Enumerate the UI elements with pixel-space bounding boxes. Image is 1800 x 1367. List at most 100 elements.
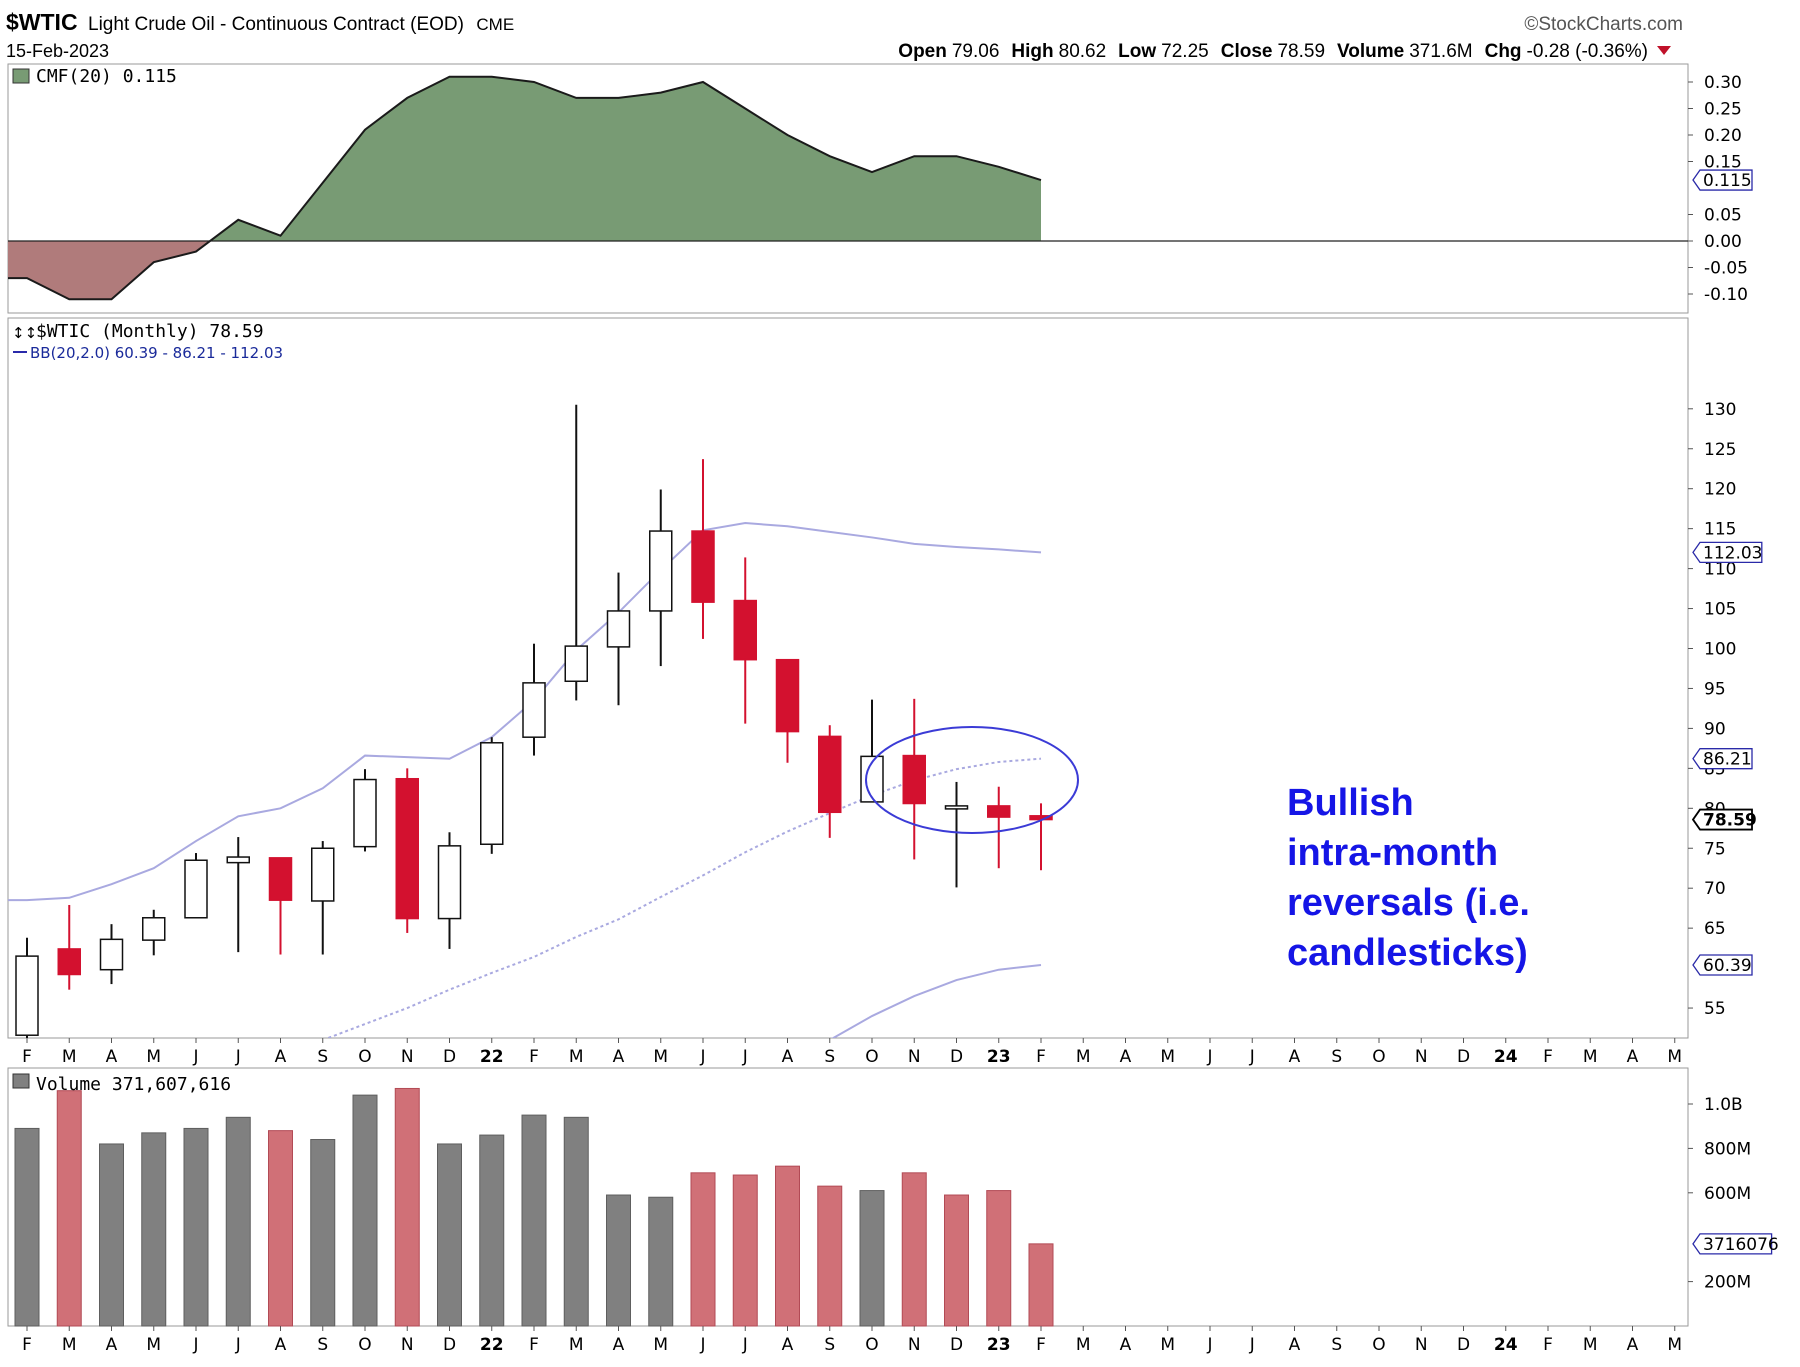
time-tick-label: A (275, 1335, 287, 1355)
candle (606, 572, 631, 706)
volume-bar (437, 1143, 462, 1327)
candle (733, 557, 757, 724)
time-tick-label: O (358, 1335, 371, 1355)
stat-label: Chg (1485, 41, 1522, 62)
candle (944, 781, 969, 888)
annotation-line: Bullish (1287, 782, 1414, 824)
volume-panel (14, 1087, 1054, 1327)
time-tick-label: N (1415, 1047, 1428, 1067)
price-tick-label: 110 (1704, 560, 1736, 580)
stat-label: Volume (1337, 41, 1404, 62)
price-tick-label: 95 (1704, 679, 1726, 699)
candle (15, 937, 39, 1038)
time-tick-label: F (529, 1047, 539, 1067)
volume-bar (944, 1194, 969, 1327)
volume-bar (775, 1165, 800, 1327)
candle (395, 768, 419, 933)
brand-label: ©StockCharts.com (1524, 14, 1683, 35)
time-tick-label: S (317, 1335, 328, 1355)
price-tick-label: 100 (1704, 640, 1736, 660)
price-tick-label: 115 (1704, 520, 1736, 540)
cmf-line (8, 75, 1042, 301)
price-tick-label: 125 (1704, 440, 1736, 460)
time-tick-label: A (1289, 1335, 1301, 1355)
price-last-tag-box (1692, 748, 1753, 770)
time-tick-label: S (824, 1047, 835, 1067)
volume-last-tag-label: 3716076 (1703, 1235, 1779, 1255)
cmf-panel (8, 75, 1688, 301)
time-tick-label: F (22, 1335, 32, 1355)
time-tick-label: M (653, 1047, 668, 1067)
time-tick-label: A (1120, 1335, 1132, 1355)
time-tick-label: A (1627, 1335, 1639, 1355)
stat-value: 80.62 (1059, 41, 1107, 62)
time-tick-label: D (443, 1047, 456, 1067)
candle-body (353, 778, 377, 848)
time-tick-label: D (950, 1047, 963, 1067)
time-tick-label: O (865, 1047, 878, 1067)
cmf-legend: CMF(20) 0.115 (36, 66, 177, 87)
candle-body (522, 682, 546, 738)
cmf-last-tag-box (1692, 169, 1753, 191)
cmf-legend-icon (12, 68, 30, 84)
volume-tick-label: 600M (1704, 1184, 1751, 1204)
time-tick-label: F (1543, 1335, 1553, 1355)
time-tick-label: A (782, 1335, 794, 1355)
volume-bar (268, 1130, 293, 1327)
candles (15, 404, 1053, 1038)
candle-body (99, 938, 124, 971)
cmf-tick-label: 0.15 (1704, 153, 1742, 173)
time-tick-label: F (22, 1047, 32, 1067)
time-tick-label: O (865, 1335, 878, 1355)
time-tick-label: O (1372, 1335, 1385, 1355)
price-tick-label: 55 (1704, 999, 1726, 1019)
price-tick-label: 65 (1704, 919, 1726, 939)
candle-body (437, 845, 462, 920)
price-last-tag-label: 60.39 (1703, 956, 1752, 976)
price-last-tag-box (1692, 541, 1763, 564)
candle (987, 786, 1011, 869)
reversal-circle (865, 726, 1079, 834)
time-tick-label: S (824, 1335, 835, 1355)
time-tick-label: J (1206, 1047, 1212, 1067)
candle (818, 725, 842, 838)
candle-body (691, 530, 715, 603)
volume-bar (141, 1132, 167, 1327)
time-tick-label: M (569, 1335, 584, 1355)
candle-body (775, 658, 800, 733)
time-tick-label: M (1076, 1047, 1091, 1067)
annotation: Bullish intra-month reversals (i.e. candles… (1287, 782, 1530, 974)
time-tick-label: F (529, 1335, 539, 1355)
time-tick-label: A (1627, 1047, 1639, 1067)
cmf-tick-label: 0.25 (1704, 100, 1742, 120)
time-tick-label: S (1331, 1335, 1342, 1355)
candle (564, 404, 588, 701)
volume-bar (732, 1174, 758, 1327)
candle-body (564, 645, 588, 683)
exchange-label: CME (476, 15, 514, 34)
time-tick-label: A (1120, 1047, 1132, 1067)
stat-label: Low (1118, 41, 1156, 62)
time-tick-label: J (235, 1335, 241, 1355)
candle (311, 841, 335, 955)
candle-body (480, 742, 504, 846)
time-tick-label: M (1667, 1335, 1682, 1355)
time-tick-label: M (1076, 1335, 1091, 1355)
cmf-tick-label: 0.05 (1704, 206, 1742, 226)
candle-body (226, 856, 250, 864)
time-tick-label: D (1457, 1335, 1470, 1355)
time-tick-label: J (192, 1047, 198, 1067)
time-tick-label: M (62, 1047, 77, 1067)
time-tick-label: F (1543, 1047, 1553, 1067)
time-tick-label: F (1036, 1335, 1046, 1355)
annotation-line: intra-month (1287, 832, 1498, 874)
header-title: $WTIC Light Crude Oil - Continuous Contr… (6, 9, 514, 35)
volume-bar (225, 1116, 251, 1327)
volume-bar (817, 1185, 843, 1327)
candle (57, 904, 81, 990)
price-tick-label: 70 (1704, 879, 1726, 899)
bb-lower-line (831, 963, 1042, 1038)
cmf-last-tag-label: 0.115 (1703, 171, 1752, 191)
candle-body (395, 777, 419, 920)
